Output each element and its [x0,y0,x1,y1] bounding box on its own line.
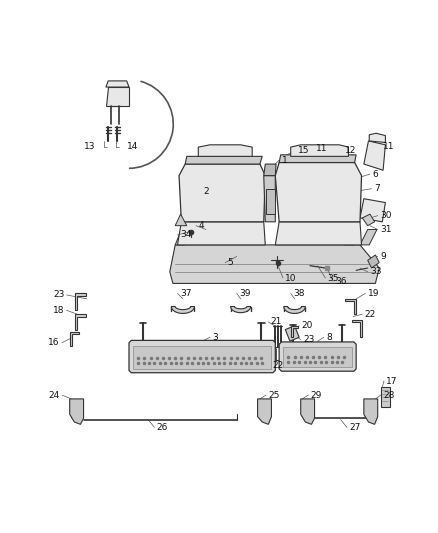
Polygon shape [170,245,379,284]
Polygon shape [283,348,352,367]
Text: 22: 22 [272,361,283,370]
Polygon shape [352,320,362,336]
Polygon shape [231,306,251,313]
Polygon shape [198,145,252,156]
Text: 36: 36 [336,277,347,286]
Polygon shape [106,81,129,87]
Text: 6: 6 [372,169,378,179]
Polygon shape [279,155,356,163]
Text: 4: 4 [198,221,204,230]
Text: 29: 29 [311,391,322,400]
Polygon shape [369,133,385,142]
Polygon shape [129,341,276,373]
Text: 23: 23 [303,335,314,344]
Polygon shape [301,399,314,424]
Polygon shape [362,214,374,225]
Polygon shape [179,164,265,222]
Polygon shape [291,326,298,337]
Polygon shape [364,141,385,170]
Polygon shape [175,230,191,245]
Text: 35: 35 [328,273,339,282]
Polygon shape [264,164,276,175]
Polygon shape [185,156,262,164]
Text: 12: 12 [345,146,356,155]
Text: 34: 34 [180,230,191,239]
Polygon shape [177,222,265,245]
Polygon shape [70,332,79,346]
Text: 18: 18 [53,306,64,315]
Text: 31: 31 [380,225,392,234]
Polygon shape [75,294,86,310]
Text: 15: 15 [298,146,310,155]
Polygon shape [264,175,276,222]
Polygon shape [276,222,361,245]
Polygon shape [360,199,385,222]
Text: 7: 7 [374,184,380,193]
Text: 1: 1 [282,156,287,165]
Polygon shape [133,346,272,369]
Text: 28: 28 [383,391,395,400]
Text: 16: 16 [48,338,60,347]
Polygon shape [285,326,299,341]
Polygon shape [345,230,360,245]
Text: 8: 8 [326,333,332,342]
Polygon shape [258,399,272,424]
Text: 38: 38 [293,289,304,298]
Text: 5: 5 [228,258,233,267]
Text: 39: 39 [239,289,251,298]
Text: 11: 11 [316,144,328,153]
Text: 21: 21 [271,318,282,326]
Polygon shape [276,163,361,222]
Polygon shape [284,306,305,313]
Polygon shape [279,342,356,371]
Polygon shape [291,145,349,156]
Polygon shape [360,230,377,245]
Text: 25: 25 [268,391,280,400]
Text: 2: 2 [203,187,208,196]
Text: 20: 20 [301,321,313,330]
Text: 3: 3 [212,333,218,342]
Polygon shape [75,314,86,329]
Text: 23: 23 [53,290,64,300]
Text: 13: 13 [85,142,96,151]
Polygon shape [346,299,356,314]
Text: 10: 10 [285,273,297,282]
Polygon shape [381,387,390,407]
Text: 30: 30 [380,211,392,220]
Text: 27: 27 [349,423,360,432]
Polygon shape [106,87,129,106]
Polygon shape [266,189,275,214]
Text: 9: 9 [380,252,386,261]
Text: 22: 22 [364,310,376,319]
Polygon shape [70,399,84,424]
Text: 37: 37 [180,289,191,298]
Polygon shape [171,306,194,313]
Text: 26: 26 [157,423,168,432]
Text: 17: 17 [386,377,398,386]
Text: 14: 14 [127,142,138,151]
Text: 19: 19 [367,289,379,298]
Polygon shape [175,214,187,225]
Polygon shape [364,399,378,424]
Text: 24: 24 [49,391,60,400]
Polygon shape [367,255,379,268]
Text: 11: 11 [383,142,395,151]
Text: 33: 33 [370,268,381,276]
